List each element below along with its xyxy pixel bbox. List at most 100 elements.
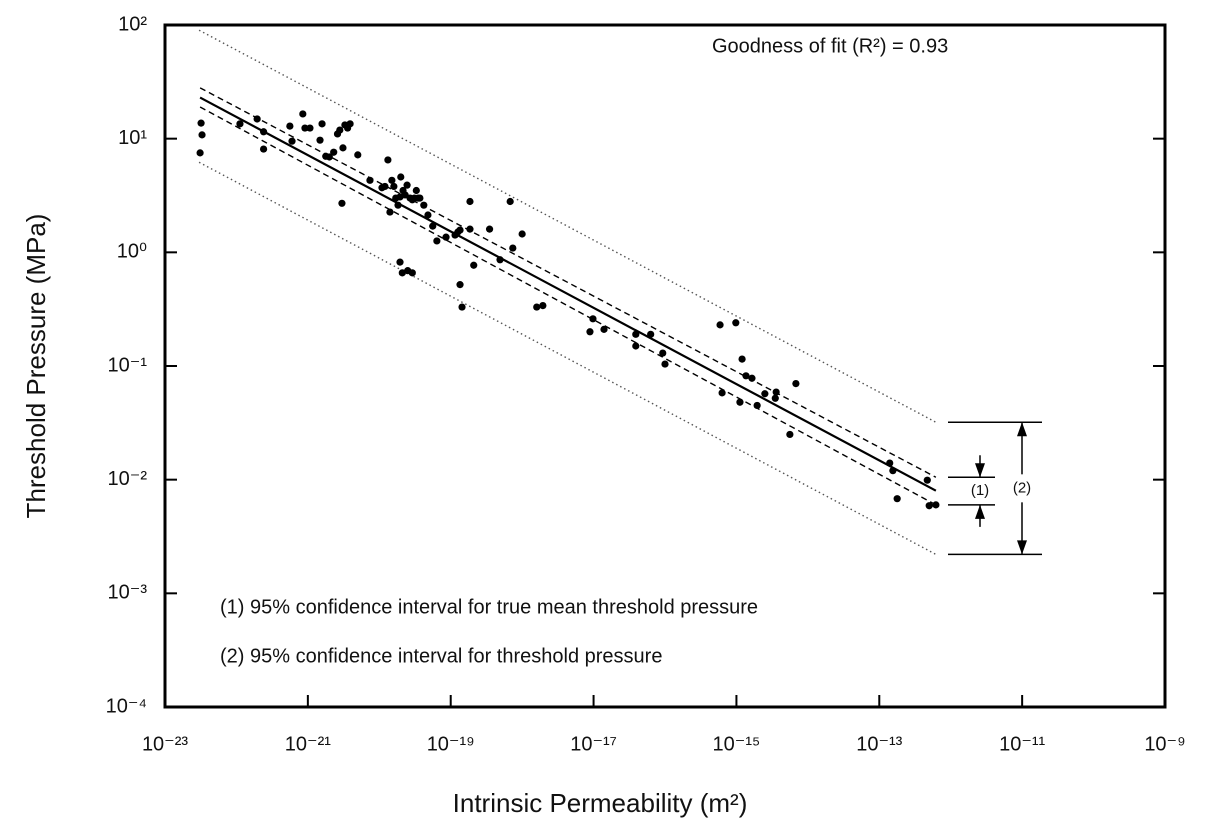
data-point — [381, 182, 389, 191]
y-tick-label: 10⁻¹ — [108, 354, 148, 376]
data-point — [742, 372, 750, 380]
x-tick-label: 10⁻¹¹ — [999, 733, 1045, 755]
data-point — [346, 120, 354, 128]
data-point — [354, 151, 362, 159]
data-point — [397, 173, 405, 181]
bracket-label: (2) — [1013, 479, 1031, 496]
data-point — [286, 122, 294, 130]
data-point — [786, 430, 794, 439]
data-point — [236, 120, 244, 128]
data-point — [197, 119, 205, 127]
data-point — [470, 261, 478, 269]
data-point — [748, 374, 756, 382]
data-point — [396, 258, 404, 266]
y-tick-label: 10² — [118, 13, 147, 35]
arrow-head — [1017, 422, 1027, 437]
data-point — [632, 342, 640, 350]
data-point — [456, 226, 464, 234]
x-tick-label: 10⁻¹⁹ — [427, 733, 475, 755]
note: (2) 95% confidence interval for threshol… — [220, 645, 662, 667]
x-axis-label: Intrinsic Permeability (m²) — [453, 788, 748, 818]
fit-line — [199, 87, 937, 478]
data-point — [932, 501, 940, 509]
data-point — [339, 144, 347, 152]
data-point — [198, 131, 206, 139]
data-point — [299, 110, 307, 118]
data-point — [456, 281, 464, 289]
bracket-label: (1) — [971, 482, 989, 499]
data-point — [306, 124, 314, 132]
arrow-head — [1017, 540, 1027, 555]
data-point — [496, 256, 504, 264]
data-point — [433, 237, 441, 245]
data-point — [403, 181, 411, 189]
fit-line — [199, 96, 937, 492]
data-point — [659, 349, 667, 357]
x-tick-label: 10⁻²³ — [142, 733, 188, 755]
x-tick-label: 10⁻¹⁵ — [713, 733, 761, 755]
data-point — [442, 233, 450, 241]
data-point — [325, 153, 333, 161]
data-point — [366, 176, 374, 184]
fit-line — [199, 106, 937, 506]
data-point — [466, 197, 474, 206]
data-point — [416, 194, 424, 202]
x-tick-label: 10⁻¹⁷ — [570, 733, 617, 755]
y-tick-label: 10⁰ — [117, 241, 147, 263]
data-point — [196, 149, 204, 157]
y-tick-label: 10¹ — [118, 127, 147, 149]
y-axis-label: Threshold Pressure (MPa) — [21, 214, 51, 519]
data-point — [316, 136, 324, 144]
y-tick-label: 10⁻² — [108, 468, 148, 490]
data-point — [253, 115, 261, 123]
data-point — [458, 303, 466, 311]
data-point — [336, 126, 344, 134]
data-point — [420, 201, 428, 209]
y-tick-label: 10⁻³ — [108, 582, 148, 604]
data-point — [736, 398, 744, 406]
data-point — [647, 330, 655, 338]
data-point — [518, 230, 526, 238]
data-point — [429, 222, 437, 230]
data-point — [388, 176, 396, 184]
data-point — [506, 197, 514, 206]
note: (1) 95% confidence interval for true mea… — [220, 596, 758, 618]
data-point — [318, 120, 326, 128]
data-point — [753, 401, 761, 410]
data-point — [771, 394, 779, 402]
data-point — [893, 495, 901, 503]
data-point — [925, 502, 933, 510]
data-point — [408, 269, 416, 277]
data-point — [738, 355, 746, 363]
data-point — [424, 211, 432, 219]
data-point — [398, 269, 406, 277]
data-point — [466, 225, 474, 233]
data-point — [394, 201, 402, 209]
data-point — [539, 301, 547, 310]
data-point — [259, 145, 268, 153]
data-point — [600, 325, 608, 333]
data-point — [509, 244, 517, 252]
annotation: Goodness of fit (R²) = 0.93 — [712, 35, 948, 57]
data-point — [259, 128, 268, 136]
data-point — [390, 182, 398, 191]
x-tick-label: 10⁻⁹ — [1144, 733, 1185, 755]
data-point — [718, 389, 726, 397]
data-point — [338, 199, 346, 207]
y-tick-label: 10⁻⁴ — [106, 695, 147, 717]
data-point — [772, 388, 780, 396]
data-point — [732, 319, 740, 327]
data-point — [384, 156, 392, 164]
data-point — [589, 315, 597, 323]
data-point — [886, 459, 894, 467]
data-point — [632, 330, 640, 338]
x-tick-label: 10⁻¹³ — [856, 733, 902, 755]
arrow-head — [975, 504, 985, 519]
data-point — [301, 124, 309, 132]
data-point — [386, 208, 394, 216]
data-point — [412, 186, 420, 195]
fit-line — [198, 161, 937, 556]
data-point — [889, 467, 897, 475]
arrow-head — [975, 463, 985, 478]
